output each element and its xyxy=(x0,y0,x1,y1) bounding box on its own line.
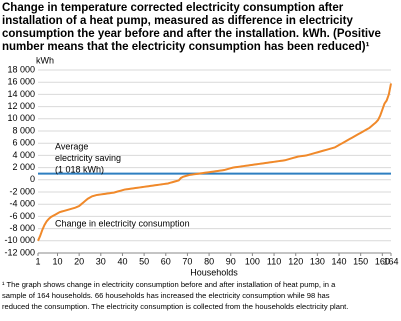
x-tick-label: 10 xyxy=(52,256,62,266)
y-tick-label: -4 000 xyxy=(9,199,35,209)
y-tick-label: 16 000 xyxy=(7,77,35,87)
x-tick-label: 160 xyxy=(375,256,390,266)
annotation: Average xyxy=(55,141,88,151)
chart-title: consumption the year before and after th… xyxy=(2,28,381,40)
x-tick-label: 150 xyxy=(353,256,368,266)
y-tick-label: -2 000 xyxy=(9,186,35,196)
footnote: reduced the consumption. The electricity… xyxy=(2,302,348,311)
y-tick-label: 18 000 xyxy=(7,64,35,74)
x-tick-label: 110 xyxy=(267,256,281,266)
x-tick-label: 40 xyxy=(117,256,127,266)
x-tick-label: 50 xyxy=(139,256,149,266)
x-tick-label: 60 xyxy=(161,256,171,266)
series-label: Change in electricity consumption xyxy=(55,218,190,228)
footnote: sample of 164 households. 66 households … xyxy=(2,291,330,300)
y-tick-label: -10 000 xyxy=(4,235,35,245)
y-tick-label: 4 000 xyxy=(12,150,35,160)
y-tick-label: 8 000 xyxy=(12,125,35,135)
y-tick-label: -6 000 xyxy=(9,211,35,221)
chart-title: Change in temperature corrected electric… xyxy=(2,2,344,14)
x-tick-label: 1 xyxy=(35,256,40,266)
x-tick-label: 140 xyxy=(332,256,347,266)
y-tick-label: 12 000 xyxy=(7,101,35,111)
x-tick-label: 164 xyxy=(383,256,398,266)
x-tick-label: 100 xyxy=(245,256,260,266)
x-tick-label: 20 xyxy=(74,256,84,266)
y-tick-label: 2 000 xyxy=(12,162,35,172)
x-tick-label: 30 xyxy=(96,256,106,266)
annotation: electricity saving xyxy=(55,153,121,163)
annotation: (1 018 kWh) xyxy=(55,164,104,174)
y-tick-label: 10 000 xyxy=(7,113,35,123)
y-tick-label: 6 000 xyxy=(12,138,35,148)
x-tick-label: 70 xyxy=(182,256,192,266)
series-line xyxy=(37,83,392,242)
x-tick-label: 120 xyxy=(288,256,303,266)
y-tick-label: 0 xyxy=(30,174,35,184)
chart-title: number means that the electricity consum… xyxy=(2,41,370,53)
x-tick-label: 130 xyxy=(310,256,325,266)
x-tick-label: 80 xyxy=(204,256,214,266)
chart-title: installation of a heat pump, measured as… xyxy=(2,15,353,27)
y-unit: kWh xyxy=(36,55,54,65)
y-tick-label: -8 000 xyxy=(9,223,35,233)
x-axis-title: Households xyxy=(190,267,238,277)
footnote: ¹ The graph shows change in electricity … xyxy=(2,280,336,289)
y-tick-label: -12 000 xyxy=(4,247,35,257)
x-tick-label: 90 xyxy=(226,256,236,266)
y-tick-label: 14 000 xyxy=(7,89,35,99)
